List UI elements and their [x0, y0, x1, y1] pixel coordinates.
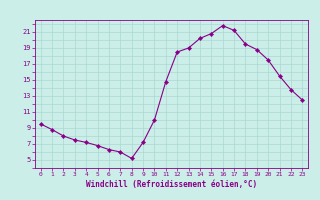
X-axis label: Windchill (Refroidissement éolien,°C): Windchill (Refroidissement éolien,°C) [86, 180, 257, 189]
